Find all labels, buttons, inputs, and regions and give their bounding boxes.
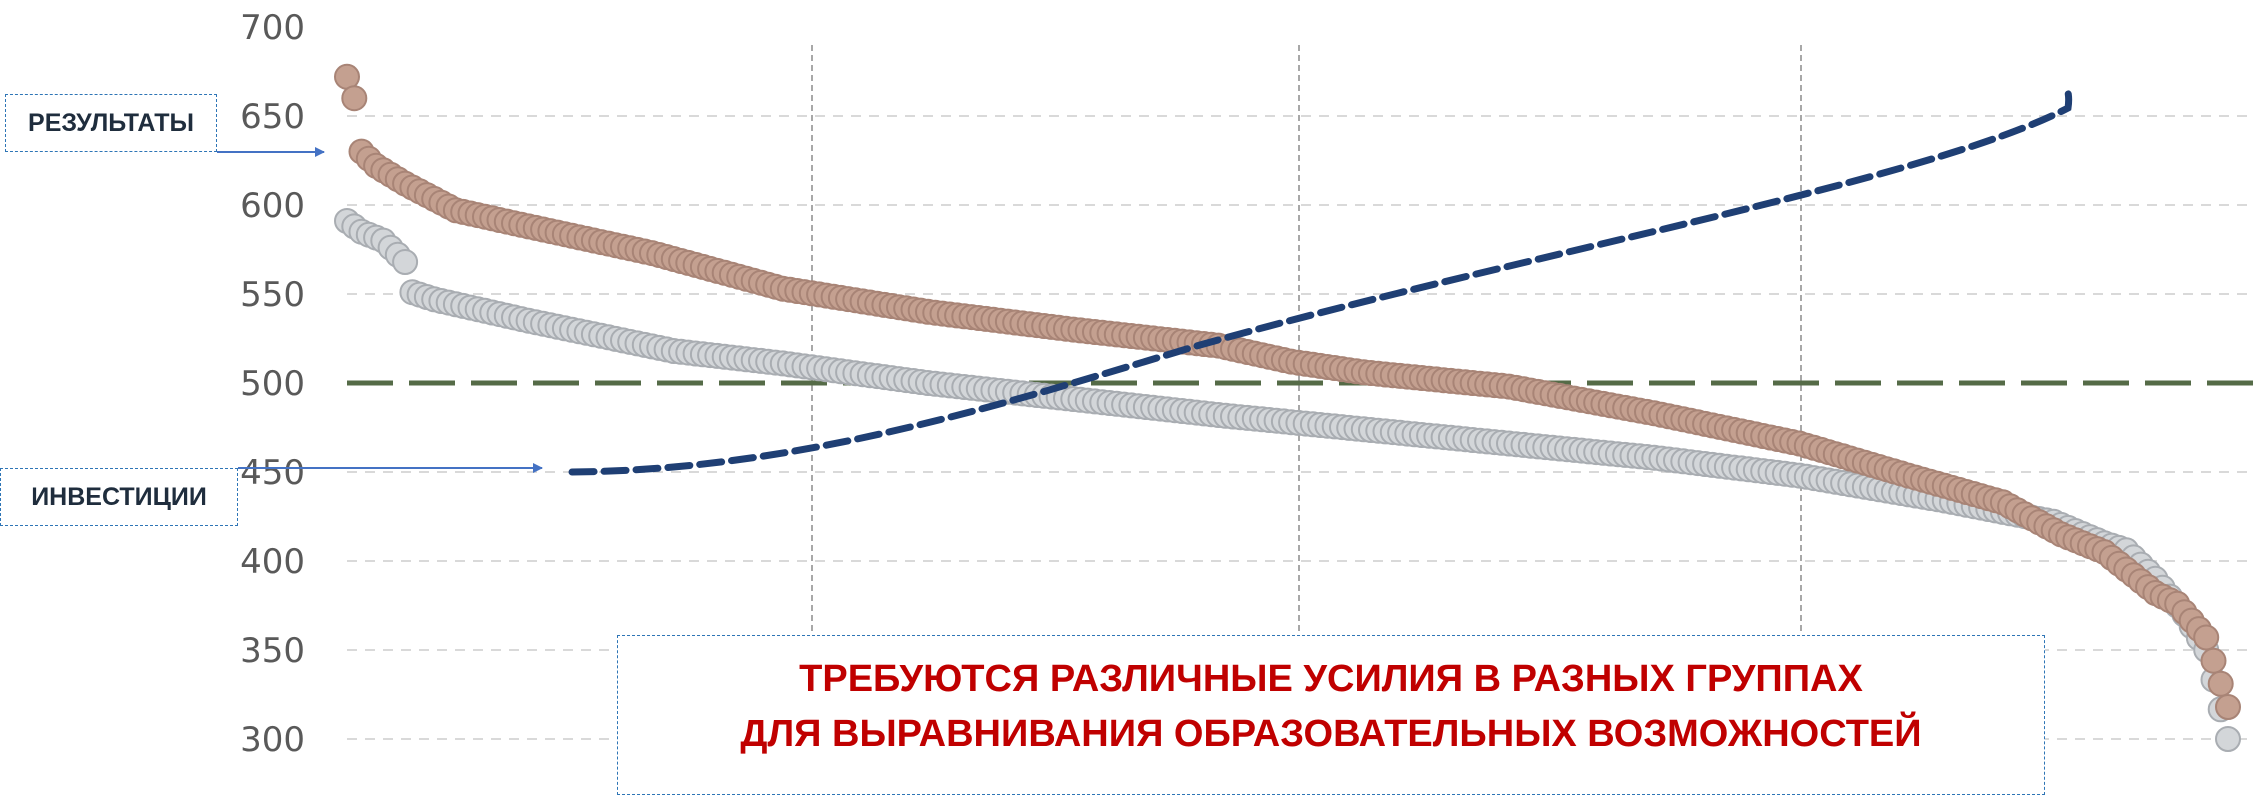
y-tick-label: 650 [240,97,305,137]
series-results [334,63,2241,720]
y-tick-label: 700 [240,8,305,48]
y-tick-label: 600 [240,186,305,226]
data-point [341,85,368,112]
message-line-2: ДЛЯ ВЫРАВНИВАНИЯ ОБРАЗОВАТЕЛЬНЫХ ВОЗМОЖН… [740,713,1922,755]
y-axis-ticks: 700 650 600 550 500 450 400 350 300 [240,8,305,760]
data-point [2207,670,2234,697]
investment-curve [568,82,2073,476]
arrows [217,147,543,473]
data-point [2215,726,2241,752]
y-tick-label: 350 [240,631,305,671]
data-point [392,249,419,275]
y-tick-label: 400 [240,542,305,582]
y-tick-label: 300 [240,720,305,760]
y-tick-label: 450 [240,453,305,493]
chart: 700 650 600 550 500 450 400 350 300 [217,8,2253,762]
investment-curve-path [568,82,2073,476]
data-point [2215,694,2241,720]
results-label: РЕЗУЛЬТАТЫ [5,94,217,152]
y-tick-label: 550 [240,275,305,315]
y-tick-label: 500 [240,364,305,404]
data-point [2193,624,2220,651]
data-points [334,63,2241,752]
data-point [2200,647,2227,674]
investments-label: ИНВЕСТИЦИИ [0,468,238,526]
message-line-1: ТРЕБУЮТСЯ РАЗЛИЧНЫЕ УСИЛИЯ В РАЗНЫХ ГРУП… [799,658,1863,700]
message-box: ТРЕБУЮТСЯ РАЗЛИЧНЫЕ УСИЛИЯ В РАЗНЫХ ГРУП… [617,635,2045,795]
data-point [334,63,360,90]
